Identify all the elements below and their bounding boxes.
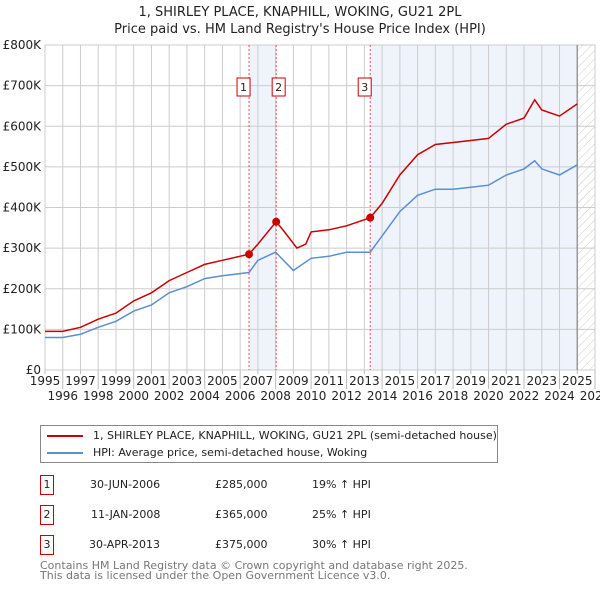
sale-row: 1 30-JUN-2006 £285,000 19% ↑ HPI [40, 475, 440, 495]
legend-swatch [47, 434, 83, 437]
sale-date: 30-APR-2013 [89, 538, 161, 551]
sale-badge: 1 [40, 475, 54, 495]
legend: 1, SHIRLEY PLACE, KNAPHILL, WOKING, GU21… [40, 425, 498, 463]
x-tick-label: 2005 [207, 374, 238, 388]
x-tick-label: 2003 [172, 374, 203, 388]
sale-label-box [236, 77, 251, 97]
legend-label: 1, SHIRLEY PLACE, KNAPHILL, WOKING, GU21… [93, 429, 497, 442]
sale-point [245, 250, 254, 259]
legend-item-property: 1, SHIRLEY PLACE, KNAPHILL, WOKING, GU21… [47, 429, 497, 442]
sale-date: 30-JUN-2006 [90, 478, 161, 491]
x-tick-label: 1996 [47, 389, 78, 403]
x-tick-label: 2012 [331, 389, 362, 403]
sale-price: £375,000 [215, 538, 268, 551]
x-tick-label: 2000 [118, 389, 149, 403]
sale-hpi: 25% ↑ HPI [312, 508, 371, 521]
sale-hpi: 19% ↑ HPI [312, 478, 371, 491]
x-tick-label: 2015 [385, 374, 416, 388]
y-tick-label: £700K [3, 79, 43, 93]
plot-svg: 1995199619971998199920002001200220032004… [3, 38, 600, 403]
y-tick-label: £200K [3, 282, 43, 296]
sale-badge: 3 [40, 535, 54, 555]
y-tick-label: £800K [3, 38, 43, 52]
sale-badge: 2 [40, 505, 54, 525]
x-tick-label: 1995 [30, 374, 61, 388]
chart-title: 1, SHIRLEY PLACE, KNAPHILL, WOKING, GU21… [0, 4, 600, 38]
hpi-line [45, 159, 578, 339]
y-tick-label: £0 [26, 363, 41, 377]
subtitle-line: Price paid vs. HM Land Registry's House … [114, 22, 486, 37]
x-tick-label: 2026 [580, 389, 600, 403]
sale-row: 2 11-JAN-2008 £365,000 25% ↑ HPI [40, 505, 440, 525]
sale-label-box [271, 77, 286, 97]
sale-hpi: 30% ↑ HPI [312, 538, 371, 551]
x-tick-label: 2025 [562, 374, 593, 388]
y-tick-label: £300K [3, 241, 43, 255]
sale-label-box [357, 77, 372, 97]
footer-line: Contains HM Land Registry data © Crown c… [40, 559, 468, 572]
x-tick-label: 2001 [136, 374, 167, 388]
x-tick-label: 2002 [154, 389, 185, 403]
x-tick-label: 2021 [491, 374, 522, 388]
y-tick-label: £400K [3, 201, 43, 215]
x-tick-label: 2007 [243, 374, 274, 388]
x-tick-label: 2017 [420, 374, 451, 388]
y-tick-label: £500K [3, 160, 43, 174]
sale-point [366, 213, 375, 222]
x-tick-label: 2011 [314, 374, 345, 388]
x-tick-label: 2019 [456, 374, 487, 388]
legend-swatch [47, 451, 83, 454]
sale-label: 1 [240, 81, 247, 94]
x-tick-label: 2018 [438, 389, 469, 403]
title-line: 1, SHIRLEY PLACE, KNAPHILL, WOKING, GU21… [138, 5, 462, 20]
x-tick-label: 2016 [402, 389, 433, 403]
x-tick-label: 2023 [527, 374, 558, 388]
x-tick-label: 2024 [544, 389, 575, 403]
x-tick-label: 2014 [367, 389, 398, 403]
x-tick-label: 2006 [225, 389, 256, 403]
x-tick-label: 1998 [83, 389, 114, 403]
sale-date: 11-JAN-2008 [91, 508, 161, 521]
x-tick-label: 2020 [473, 389, 504, 403]
sale-price: £365,000 [215, 508, 268, 521]
x-tick-label: 2008 [260, 389, 291, 403]
y-tick-label: £600K [3, 119, 43, 133]
x-tick-label: 2022 [509, 389, 540, 403]
legend-item-hpi: HPI: Average price, semi-detached house,… [47, 446, 367, 459]
sale-label: 3 [361, 81, 368, 94]
x-tick-label: 1997 [65, 374, 96, 388]
footer: Contains HM Land Registry data © Crown c… [40, 559, 468, 582]
footer-line: This data is licensed under the Open Gov… [40, 569, 391, 582]
x-tick-label: 2010 [296, 389, 327, 403]
plot-frame [44, 44, 596, 371]
y-tick-label: £100K [3, 322, 43, 336]
sale-row: 3 30-APR-2013 £375,000 30% ↑ HPI [40, 535, 440, 555]
legend-label: HPI: Average price, semi-detached house,… [93, 446, 368, 459]
x-tick-label: 2013 [349, 374, 380, 388]
sale-point [272, 217, 281, 226]
property-price-line [45, 98, 578, 333]
sale-label: 2 [275, 81, 282, 94]
x-tick-label: 1999 [101, 374, 132, 388]
sale-price: £285,000 [215, 478, 268, 491]
x-tick-label: 2009 [278, 374, 309, 388]
x-tick-label: 2004 [189, 389, 220, 403]
